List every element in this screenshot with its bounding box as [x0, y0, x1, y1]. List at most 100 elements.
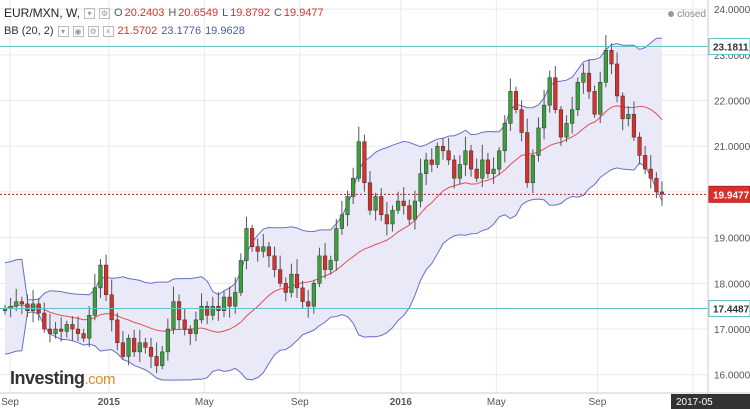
- bb-upper-value: 23.1776: [161, 25, 202, 37]
- low-value: 19.8792: [230, 7, 270, 19]
- candle-body-14: [81, 333, 86, 339]
- candle-body-68: [384, 214, 389, 225]
- candle-body-27: [154, 356, 159, 366]
- bb-settings-icon[interactable]: ⚙: [87, 25, 99, 37]
- candle-body-89: [502, 123, 507, 152]
- candle-body-66: [373, 196, 378, 211]
- candle-body-7: [42, 312, 47, 330]
- candle-body-80: [452, 159, 457, 179]
- candle-body-42: [238, 260, 243, 293]
- candle-body-113: [637, 136, 642, 156]
- candle-body-52: [294, 273, 300, 289]
- candle-body-37: [210, 305, 215, 316]
- bb-dropdown-icon[interactable]: ▾: [57, 25, 69, 37]
- candle-body-62: [351, 177, 356, 197]
- dropdown-icon[interactable]: ▾: [84, 7, 96, 19]
- candle-body-107: [603, 50, 608, 83]
- status-dot-icon: [668, 11, 675, 18]
- candle-body-116: [654, 177, 659, 193]
- candle-body-69: [390, 209, 395, 225]
- x-tick-label-3: Sep: [291, 397, 309, 408]
- candle-body-70: [396, 200, 401, 211]
- candle-body-85: [480, 159, 485, 179]
- candle-body-99: [558, 109, 563, 138]
- price-tag-box-2: [708, 300, 750, 318]
- candle-body-34: [193, 319, 198, 334]
- candle-body-24: [137, 342, 142, 353]
- high-value: 20.6549: [178, 7, 219, 19]
- candle-body-57: [323, 255, 328, 270]
- candle-body-96: [542, 104, 547, 129]
- close-label: C: [273, 7, 282, 19]
- candle-body-59: [334, 228, 339, 261]
- candle-body-75: [424, 159, 429, 174]
- candle-body-97: [547, 77, 552, 106]
- candle-body-4: [25, 303, 30, 311]
- candle-body-91: [513, 91, 519, 110]
- candle-body-50: [283, 283, 288, 293]
- y-tick-label-5: 21.0000: [714, 142, 750, 153]
- candle-body-10: [59, 328, 64, 332]
- candle-body-90: [508, 91, 513, 124]
- candle-body-55: [311, 283, 316, 307]
- candle-body-29: [165, 328, 170, 353]
- candle-body-63: [356, 141, 361, 179]
- candle-body-101: [570, 109, 575, 124]
- open-label: O: [114, 7, 123, 19]
- price-tag-label-0: 23.1811: [713, 43, 749, 54]
- candle-body-53: [300, 287, 305, 302]
- candle-body-35: [199, 305, 204, 321]
- candle-body-54: [306, 301, 311, 307]
- low-label: L: [222, 7, 229, 19]
- candle-body-13: [75, 328, 81, 334]
- candle-body-40: [227, 296, 232, 307]
- candle-body-2: [14, 301, 19, 307]
- bb-mid-line: [4, 105, 663, 333]
- candle-body-67: [379, 196, 384, 216]
- x-tick-label-4: 2016: [390, 397, 413, 408]
- candle-body-64: [362, 141, 367, 184]
- candle-body-78: [440, 145, 446, 152]
- candle-body-30: [171, 301, 176, 330]
- candle-body-9: [53, 328, 58, 334]
- x-tick-label-5: May: [487, 397, 506, 408]
- candle-body-60: [339, 214, 344, 229]
- y-tick-label-0: 16.0000: [714, 371, 750, 382]
- bb-visibility-icon[interactable]: ◉: [72, 25, 84, 37]
- settings-icon[interactable]: ⚙: [99, 7, 111, 19]
- candle-body-61: [345, 196, 350, 216]
- candle-body-32: [182, 319, 187, 330]
- candle-body-3: [19, 301, 24, 305]
- candle-body-77: [435, 145, 440, 165]
- candle-body-110: [620, 95, 625, 120]
- candle-body-28: [160, 351, 165, 366]
- candle-body-76: [429, 159, 434, 165]
- symbol-title: EUR/MXN, W,: [4, 6, 81, 20]
- candle-body-26: [148, 347, 154, 357]
- candle-body-21: [120, 342, 125, 357]
- candle-body-39: [221, 296, 227, 311]
- candle-body-100: [564, 123, 569, 138]
- open-value: 20.2403: [124, 7, 165, 19]
- candle-body-104: [586, 72, 592, 92]
- candle-body-109: [615, 63, 620, 97]
- candle-body-73: [412, 200, 417, 220]
- candle-body-11: [64, 324, 69, 332]
- candle-body-108: [609, 50, 614, 65]
- candle-body-98: [553, 77, 558, 110]
- price-tag-box-1: [708, 185, 750, 203]
- candle-body-5: [31, 303, 36, 311]
- candle-body-106: [598, 82, 603, 115]
- x-tick-label-8: 2017-05: [676, 397, 713, 408]
- logo-suffix: .com: [84, 371, 116, 388]
- bb-close-icon[interactable]: ×: [102, 25, 114, 37]
- candle-body-74: [418, 173, 423, 202]
- candle-body-31: [177, 301, 182, 321]
- bb-band-fill: [5, 38, 662, 381]
- candle-body-95: [536, 127, 541, 156]
- candle-body-19: [109, 294, 114, 321]
- candle-body-81: [457, 164, 462, 179]
- y-tick-label-1: 17.0000: [714, 325, 750, 336]
- candle-body-41: [233, 292, 238, 307]
